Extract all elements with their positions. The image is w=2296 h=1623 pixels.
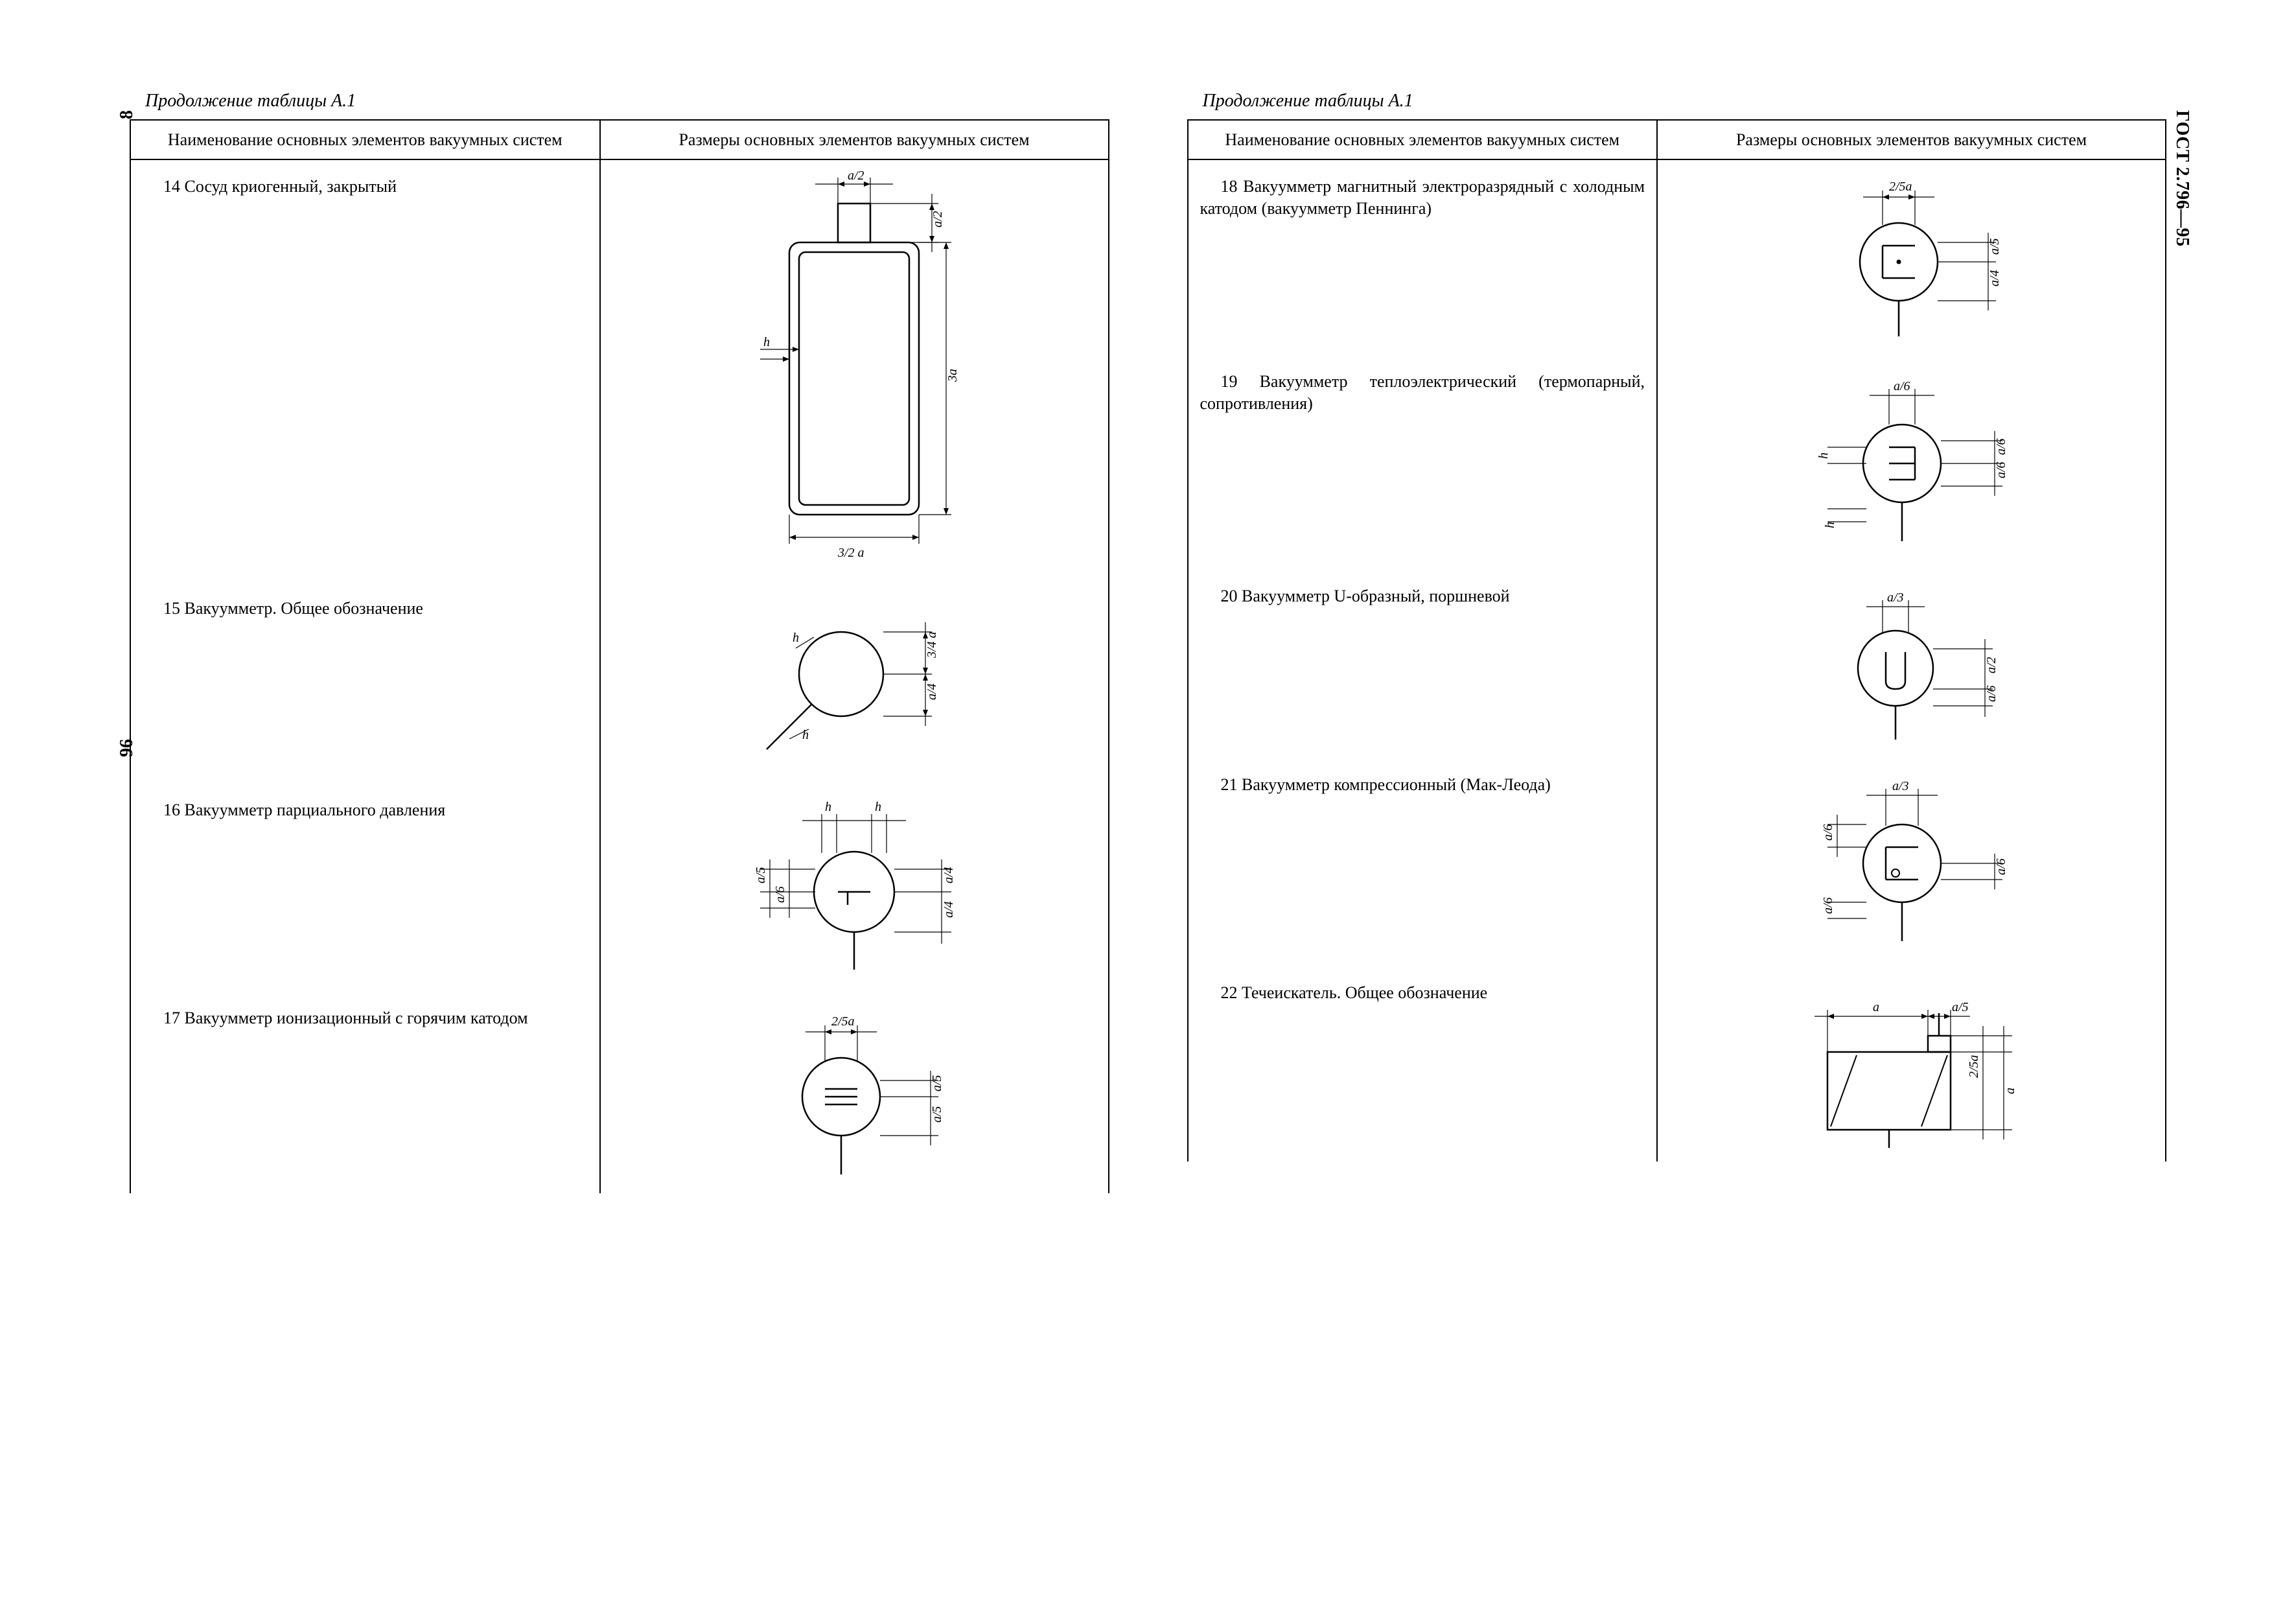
dim-label: 3a xyxy=(945,369,960,382)
element-name: 17 Вакуумметр ионизационный с горячим ка… xyxy=(130,992,600,1193)
table-row: 17 Вакуумметр ионизационный с горячим ка… xyxy=(130,992,1109,1193)
element-name: 14 Сосуд криогенный, закрытый xyxy=(130,159,600,582)
element-name: 18 Вакуумметр магнитный элек­троразрядны… xyxy=(1188,159,1658,355)
dim-label: a/4 xyxy=(942,867,956,884)
element-diagram: 2/5a a/5 a/5 xyxy=(600,992,1109,1193)
diagram-gauge-mcleod: a/3 a/6 a/6 xyxy=(1789,766,2035,954)
diagram-gauge-ion-hot: 2/5a a/5 a/5 xyxy=(737,999,971,1181)
element-diagram: a/2 a/2 xyxy=(600,159,1109,582)
dim-label: a/6 xyxy=(773,887,787,904)
dim-label: h xyxy=(793,631,799,645)
diagram-gauge-thermo: a/6 h a/6 a/6 xyxy=(1789,363,2035,557)
dim-label: a/6 xyxy=(1994,462,2008,479)
standard-code: ГОСТ 2.796—95 xyxy=(2172,110,2192,247)
element-name: 20 Вакуумметр U-образный, пор­шневой xyxy=(1188,570,1658,758)
document-page: 8 96 ГОСТ 2.796—95 Продолжение таблицы А… xyxy=(26,26,2270,1597)
left-column: Продолжение таблицы А.1 Наименование осн… xyxy=(130,91,1109,1558)
table-row: 22 Течеискатель. Общее обозна­чение xyxy=(1188,966,2166,1162)
vacuum-elements-table-right: Наименование основных элементов вакуумны… xyxy=(1187,119,2167,1162)
table-row: 20 Вакуумметр U-образный, пор­шневой a/3 xyxy=(1188,570,2166,758)
dim-label: h xyxy=(763,335,770,349)
dim-label: a/6 xyxy=(1821,898,1835,915)
dim-label: a/3 xyxy=(1892,779,1909,793)
dim-label: a/4 xyxy=(925,684,939,701)
dim-label: a/6 xyxy=(1994,439,2008,456)
dim-label: a/5 xyxy=(754,867,768,884)
dim-label: a/5 xyxy=(930,1106,944,1123)
element-name: 15 Вакуумметр. Общее обозна­чение xyxy=(130,582,600,784)
header-name: Наименование основных элементов вакуумны… xyxy=(1188,120,1658,159)
diagram-leak-detector: a a/5 2/5a xyxy=(1782,974,2041,1149)
header-name: Наименование основных элементов вакуумны… xyxy=(130,120,600,159)
diagram-cryo-vessel: a/2 a/2 xyxy=(718,168,990,570)
table-row: 19 Вакуумметр теплоэлектриче­ский (термо… xyxy=(1188,355,2166,570)
dim-label: h xyxy=(875,800,881,814)
dim-label: a/4 xyxy=(942,902,956,918)
vacuum-elements-table-left: Наименование основных элементов вакуумны… xyxy=(130,119,1109,1193)
dim-label: h xyxy=(825,800,831,814)
element-diagram: a/6 h a/6 a/6 xyxy=(1657,355,2166,570)
dim-label: 2/5a xyxy=(1967,1055,1981,1079)
table-caption-right: Продолжение таблицы А.1 xyxy=(1187,91,2167,111)
dim-label: a/6 xyxy=(1994,859,2008,876)
diagram-gauge-partial: h h a/5 a/6 xyxy=(725,791,984,979)
element-name: 19 Вакуумметр теплоэлектриче­ский (термо… xyxy=(1188,355,1658,570)
dim-label: a/5 xyxy=(1952,1000,1969,1014)
dim-label: h xyxy=(1823,522,1837,528)
table-row: 16 Вакуумметр парциального давления xyxy=(130,784,1109,992)
dim-label: h xyxy=(1816,452,1831,459)
table-row: 18 Вакуумметр магнитный элек­троразрядны… xyxy=(1188,159,2166,355)
dim-label: a/4 xyxy=(1988,270,2002,287)
diagram-gauge-penning: 2/5a a/5 a/4 xyxy=(1795,168,2028,343)
dim-label: a/2 xyxy=(848,169,864,183)
dim-label: a/5 xyxy=(1988,239,2002,255)
dim-label: 3/2 a xyxy=(837,546,864,560)
dim-label: a/2 xyxy=(931,211,945,228)
dim-label: a/6 xyxy=(1821,824,1835,841)
dim-label: 3/4 a xyxy=(925,632,939,659)
element-name: 16 Вакуумметр парциального давления xyxy=(130,784,600,992)
table-row: 14 Сосуд криогенный, закрытый xyxy=(130,159,1109,582)
table-caption-left: Продолжение таблицы А.1 xyxy=(130,91,1109,111)
dim-label: 2/5a xyxy=(831,1014,855,1029)
diagram-gauge-general: 3/4 a a/4 h h xyxy=(731,590,977,771)
table-row: 15 Вакуумметр. Общее обозна­чение xyxy=(130,582,1109,784)
dim-label: a/6 xyxy=(1894,379,1910,393)
diagram-gauge-u: a/3 a/2 a/6 xyxy=(1795,578,2028,746)
right-column: Продолжение таблицы А.1 Наименование осн… xyxy=(1187,91,2167,1558)
dim-label: a/3 xyxy=(1887,590,1904,605)
dim-label: a xyxy=(1873,1000,1879,1014)
header-dims: Размеры основных элементов вакуумных сис… xyxy=(1657,120,2166,159)
dim-label: 2/5a xyxy=(1889,180,1912,194)
element-diagram: 2/5a a/5 a/4 xyxy=(1657,159,2166,355)
dim-label: a xyxy=(2003,1088,2017,1094)
element-diagram: a/3 a/2 a/6 xyxy=(1657,570,2166,758)
dim-label: a/6 xyxy=(1984,686,1999,703)
page-number-top: 8 xyxy=(117,110,137,119)
element-diagram: a/3 a/6 a/6 xyxy=(1657,758,2166,966)
table-row: 21 Вакуумметр компрессионный (Мак-Леода) xyxy=(1188,758,2166,966)
element-name: 22 Течеискатель. Общее обозна­чение xyxy=(1188,966,1658,1162)
header-dims: Размеры основных элементов вакуумных сис… xyxy=(600,120,1109,159)
element-name: 21 Вакуумметр компрессионный (Мак-Леода) xyxy=(1188,758,1658,966)
element-diagram: 3/4 a a/4 h h xyxy=(600,582,1109,784)
element-diagram: a a/5 2/5a xyxy=(1657,966,2166,1162)
dim-label: a/5 xyxy=(930,1075,944,1092)
page-number-mid: 96 xyxy=(117,739,137,757)
element-diagram: h h a/5 a/6 xyxy=(600,784,1109,992)
dim-label: a/2 xyxy=(1984,657,1999,674)
